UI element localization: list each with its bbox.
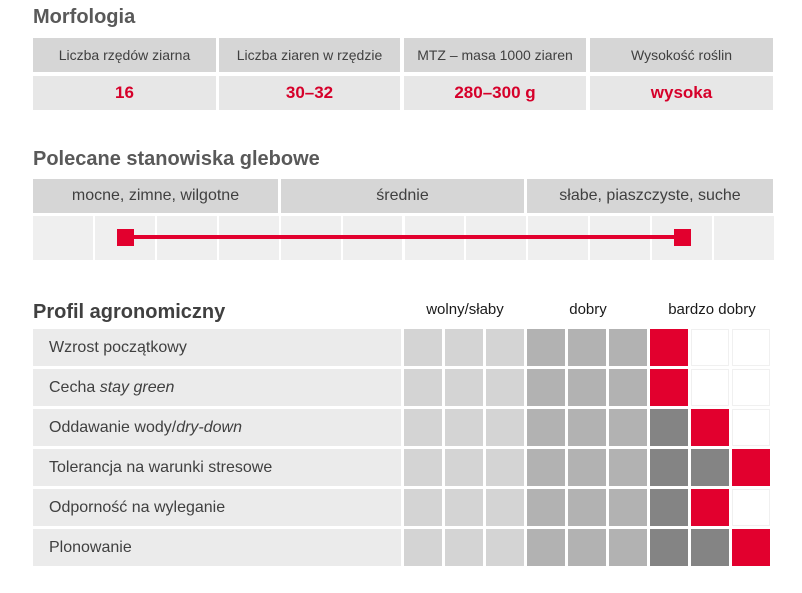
score-cell (404, 529, 442, 566)
score-cell (568, 369, 606, 406)
score-cell (527, 409, 565, 446)
trait-label: Odporność na wyleganie (33, 489, 401, 526)
score-cell-current (732, 449, 770, 486)
score-cell-current (732, 529, 770, 566)
soil-range-start-marker (117, 229, 134, 246)
score-cell-current (691, 409, 729, 446)
score-cell (445, 409, 483, 446)
score-cell (486, 529, 524, 566)
trait-name: Cecha (49, 378, 100, 396)
score-cell (486, 329, 524, 366)
morphology-value: 280–300 g (404, 76, 586, 110)
soil-category: mocne, zimne, wilgotne (33, 179, 278, 213)
soil-category: średnie (281, 179, 524, 213)
score-cell (568, 529, 606, 566)
score-cell (568, 329, 606, 366)
score-cell (404, 489, 442, 526)
score-cell (445, 369, 483, 406)
trait-name: Odporność na wyleganie (49, 498, 226, 516)
score-cell (691, 449, 729, 486)
score-cell (527, 369, 565, 406)
score-cell (650, 409, 688, 446)
score-cell (691, 369, 729, 406)
morphology-header: MTZ – masa 1000 ziaren (404, 38, 586, 72)
score-cell (732, 489, 770, 526)
score-cell (527, 329, 565, 366)
score-cell (445, 329, 483, 366)
score-cell (691, 329, 729, 366)
morphology-value: 30–32 (219, 76, 400, 110)
score-cell (445, 449, 483, 486)
soil-range-line (125, 235, 683, 239)
score-cell-current (691, 489, 729, 526)
soil-title: Polecane stanowiska glebowe (33, 148, 320, 170)
score-cell (609, 449, 647, 486)
score-cell (404, 369, 442, 406)
score-cell (568, 409, 606, 446)
morphology-header: Liczba rzędów ziarna (33, 38, 216, 72)
profile-title: Profil agronomiczny (33, 301, 226, 323)
trait-label: Oddawanie wody/dry-down (33, 409, 401, 446)
morphology-header: Wysokość roślin (590, 38, 773, 72)
trait-label: Tolerancja na warunki stresowe (33, 449, 401, 486)
score-cell (486, 489, 524, 526)
score-cell-current (650, 369, 688, 406)
score-cell (732, 409, 770, 446)
profile-scale-label: wolny/słaby (426, 301, 504, 318)
soil-category: słabe, piaszczyste, suche (527, 179, 773, 213)
score-cell-current (650, 329, 688, 366)
score-cell (609, 409, 647, 446)
score-cell (527, 449, 565, 486)
score-cell (527, 529, 565, 566)
score-cell (445, 529, 483, 566)
trait-label: Wzrost początkowy (33, 329, 401, 366)
score-cell (486, 409, 524, 446)
trait-name-italic: dry-down (176, 418, 242, 436)
score-cell (691, 529, 729, 566)
trait-name: Plonowanie (49, 538, 132, 556)
score-cell (609, 369, 647, 406)
score-cell (609, 529, 647, 566)
morphology-value: 16 (33, 76, 216, 110)
morphology-header: Liczba ziaren w rzędzie (219, 38, 400, 72)
trait-name: Tolerancja na warunki stresowe (49, 458, 273, 476)
score-cell (650, 489, 688, 526)
score-cell (568, 489, 606, 526)
score-cell (445, 489, 483, 526)
soil-segment (33, 216, 93, 260)
trait-label: Cecha stay green (33, 369, 401, 406)
profile-scale-label: dobry (569, 301, 607, 318)
score-cell (650, 449, 688, 486)
trait-name-italic: stay green (99, 378, 175, 396)
trait-name: Wzrost początkowy (49, 338, 187, 356)
score-cell (732, 369, 770, 406)
score-cell (650, 529, 688, 566)
morphology-value: wysoka (590, 76, 773, 110)
morphology-title: Morfologia (33, 6, 136, 28)
soil-range-end-marker (674, 229, 691, 246)
score-cell (486, 449, 524, 486)
score-cell (732, 329, 770, 366)
score-cell (404, 449, 442, 486)
trait-label: Plonowanie (33, 529, 401, 566)
soil-segment (714, 216, 774, 260)
score-cell (527, 489, 565, 526)
score-cell (486, 369, 524, 406)
score-cell (404, 329, 442, 366)
score-cell (609, 329, 647, 366)
profile-scale-label: bardzo dobry (668, 301, 756, 318)
score-cell (568, 449, 606, 486)
trait-name: Oddawanie wody/ (49, 418, 177, 436)
score-cell (609, 489, 647, 526)
score-cell (404, 409, 442, 446)
